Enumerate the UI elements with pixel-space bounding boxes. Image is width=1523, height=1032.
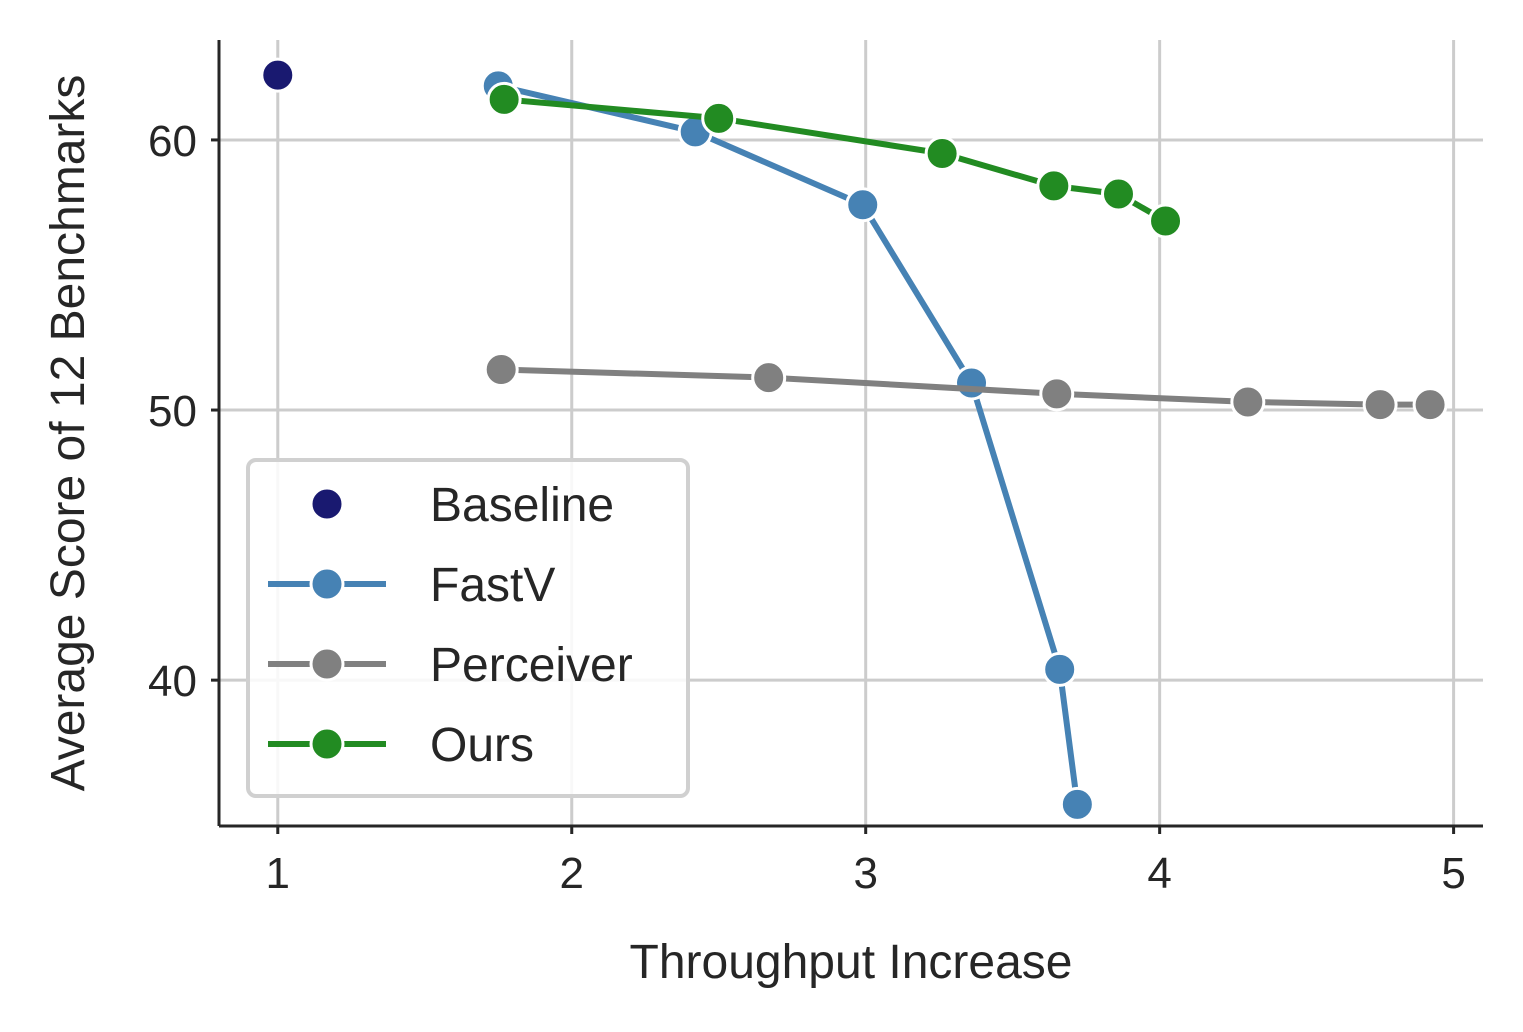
legend-label-baseline: Baseline [430,479,614,532]
legend-label-perceiver: Perceiver [430,639,633,692]
perceiver-point-4 [1230,384,1266,420]
x-tick-label-5: 5 [1441,849,1465,898]
series-layer [260,57,1448,822]
legend-item-baseline: Baseline [309,479,614,532]
legend-label-fastv: FastV [430,559,555,612]
ours-point-5 [1100,176,1136,212]
ours-point-2 [701,100,737,136]
ours-point-4 [1036,168,1072,204]
legend-item-perceiver: Perceiver [268,639,633,692]
series-ours [486,81,1184,239]
fastv-line [495,82,1081,808]
fastv-point-3 [845,187,881,223]
legend-marker-ours [309,726,345,762]
ticks: 1 2 3 4 5 40 50 60 [148,117,1466,898]
perceiver-point-2 [751,360,787,396]
perceiver-point-6 [1412,387,1448,423]
legend-item-ours: Ours [268,719,534,772]
series-perceiver [483,352,1448,423]
fastv-point-5 [1042,651,1078,687]
fastv-point-4 [954,365,990,401]
ours-point-1 [486,81,522,117]
perceiver-point-5 [1362,387,1398,423]
baseline-point-1 [260,57,296,93]
ours-point-6 [1148,203,1184,239]
perceiver-point-3 [1039,376,1075,412]
y-tick-label-60: 60 [148,117,197,166]
legend-item-fastv: FastV [268,559,555,612]
x-axis-label: Throughput Increase [630,936,1073,989]
x-tick-label-3: 3 [853,849,877,898]
x-tick-label-2: 2 [560,849,584,898]
y-tick-label-40: 40 [148,657,197,706]
x-tick-label-1: 1 [266,849,290,898]
series-baseline [260,57,296,93]
legend-marker-baseline [309,486,345,522]
legend-box [246,458,690,798]
axes [217,40,1483,828]
y-tick-label-50: 50 [148,387,197,436]
fastv-point-6 [1059,786,1095,822]
legend-marker-perceiver [309,646,345,682]
ours-line [501,96,1169,224]
legend-label-ours: Ours [430,719,534,772]
x-tick-label-4: 4 [1147,849,1171,898]
y-axis-label: Average Score of 12 Benchmarks [42,75,95,792]
perceiver-point-1 [483,352,519,388]
legend-marker-fastv [309,566,345,602]
legend: Baseline FastV Perceiver Ours [246,458,690,798]
ours-point-3 [924,135,960,171]
